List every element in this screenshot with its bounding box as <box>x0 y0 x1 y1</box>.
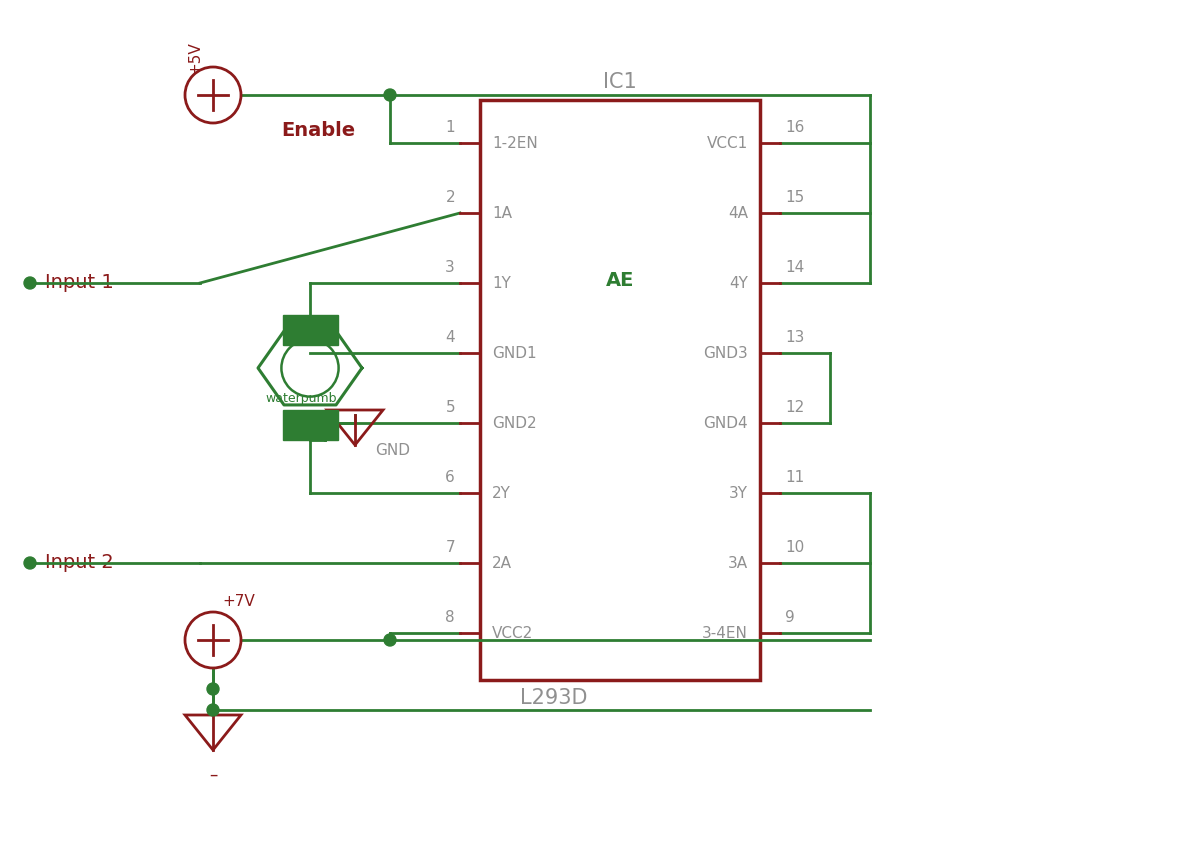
Text: 3-4EN: 3-4EN <box>702 626 748 641</box>
Text: 15: 15 <box>785 190 804 205</box>
Text: 2: 2 <box>445 190 455 205</box>
Text: VCC2: VCC2 <box>492 626 533 641</box>
Text: 4A: 4A <box>728 206 748 221</box>
Text: 11: 11 <box>785 470 804 485</box>
Bar <box>480 100 760 680</box>
Text: 6: 6 <box>445 470 455 485</box>
Text: L293D: L293D <box>520 688 588 708</box>
Text: 2A: 2A <box>492 556 512 571</box>
Text: GND3: GND3 <box>703 346 748 361</box>
Text: 2Y: 2Y <box>492 486 511 501</box>
Text: 4Y: 4Y <box>730 276 748 291</box>
Text: AE: AE <box>606 271 634 289</box>
Text: waterpumb: waterpumb <box>265 391 336 405</box>
Text: 4: 4 <box>445 330 455 345</box>
Text: 3: 3 <box>445 260 455 275</box>
Text: 3Y: 3Y <box>730 486 748 501</box>
Text: 1: 1 <box>445 120 455 135</box>
Text: 3A: 3A <box>728 556 748 571</box>
Text: 1Y: 1Y <box>492 276 511 291</box>
Text: GND1: GND1 <box>492 346 536 361</box>
Circle shape <box>384 89 396 101</box>
Text: 12: 12 <box>785 400 804 415</box>
Circle shape <box>384 634 396 646</box>
Text: –: – <box>209 766 217 784</box>
Circle shape <box>24 557 36 569</box>
Text: Input 2: Input 2 <box>46 554 114 572</box>
Text: 8: 8 <box>445 610 455 625</box>
Text: 13: 13 <box>785 330 804 345</box>
Bar <box>282 315 337 345</box>
Text: 7: 7 <box>445 540 455 555</box>
Text: 5: 5 <box>445 400 455 415</box>
Text: Input 1: Input 1 <box>46 273 114 293</box>
Text: IC1: IC1 <box>604 72 637 92</box>
Text: +5V: +5V <box>187 41 203 74</box>
Text: GND: GND <box>376 443 410 458</box>
Text: 9: 9 <box>785 610 794 625</box>
Circle shape <box>24 277 36 289</box>
Text: GND2: GND2 <box>492 416 536 431</box>
Bar <box>282 410 337 440</box>
Text: 1-2EN: 1-2EN <box>492 136 538 151</box>
Text: VCC1: VCC1 <box>707 136 748 151</box>
Circle shape <box>208 683 220 695</box>
Text: 14: 14 <box>785 260 804 275</box>
Text: 16: 16 <box>785 120 804 135</box>
Text: +7V: +7V <box>222 594 254 609</box>
Circle shape <box>208 704 220 716</box>
Text: 1A: 1A <box>492 206 512 221</box>
Text: Enable: Enable <box>281 121 355 139</box>
Circle shape <box>319 417 331 429</box>
Text: 10: 10 <box>785 540 804 555</box>
Text: GND4: GND4 <box>703 416 748 431</box>
